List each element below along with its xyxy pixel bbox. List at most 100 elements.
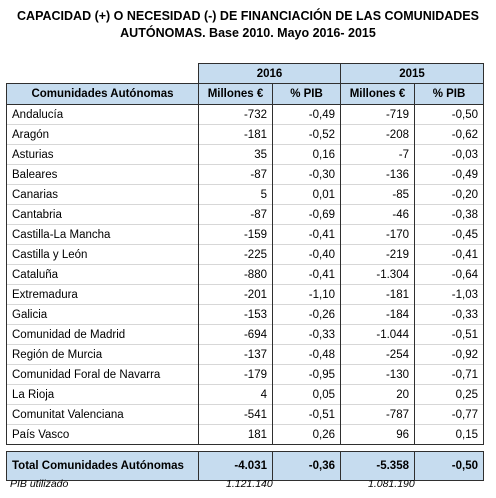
table-row: Comunidad Foral de Navarra -179 -0,95 -130-… [6,364,484,385]
millones-2015-header: Millones € [340,83,415,105]
table-row: La Rioja 4 0,05 20 0,25 [6,384,484,405]
table-row: Extremadura -201 -1,10 -181 -1,03 [6,284,484,305]
pib-2015-cell: -0,51 [414,324,484,345]
millones-2016-cell: 181 [198,424,273,445]
financing-table: 2016 2015 Comunidades Autónomas Millones… [6,63,484,481]
pib-2015-cell: -0,45 [414,224,484,245]
millones-2015-cell: -7 [340,144,415,165]
pib-2015-cell: -0,77 [414,404,484,425]
pib-2015-cell: 0,15 [414,424,484,445]
pib-2016-cell: 0,01 [272,184,341,205]
table-row: País Vasco 181 0,26 96 0,15 [6,424,484,445]
pib-footer-2015: 1.081.190 [368,478,415,490]
pib-2015-cell: -0,03 [414,144,484,165]
region-cell: Castilla-La Mancha [6,224,199,245]
region-cell: País Vasco [6,424,199,445]
total-pib-2016: -0,36 [272,451,341,481]
pib-2015-cell: -0,41 [414,244,484,265]
pib-2016-cell: -0,52 [272,124,341,145]
millones-2016-cell: -732 [198,104,273,125]
pib-2016-cell: -0,40 [272,244,341,265]
pib-2016-cell: -0,41 [272,264,341,285]
total-millones-2016: -4.031 [198,451,273,481]
pib-2016-cell: -0,95 [272,364,341,385]
total-pib-2015: -0,50 [414,451,484,481]
pib-2015-cell: -0,20 [414,184,484,205]
pib-2016-cell: 0,05 [272,384,341,405]
region-cell: Canarias [6,184,199,205]
region-cell: Región de Murcia [6,344,199,365]
pib-2016-cell: -0,51 [272,404,341,425]
table-row: Canarias 5 0,01 -85 -0,20 [6,184,484,205]
table-row: Andalucía -732 -0,49 -719 -0,50 [6,104,484,125]
pib-2016-cell: -0,49 [272,104,341,125]
pib-2015-cell: -0,50 [414,104,484,125]
table-row: Región de Murcia -137 -0,48 -254 -0,92 [6,344,484,365]
millones-2015-cell: -208 [340,124,415,145]
table-row: Castilla-La Mancha -159 -0,41 -170 -0,45 [6,224,484,245]
millones-2015-cell: 96 [340,424,415,445]
pib-2015-cell: 0,25 [414,384,484,405]
millones-2015-cell: -719 [340,104,415,125]
pib-2016-cell: -0,41 [272,224,341,245]
pib-2016-header: % PIB [272,83,341,105]
pib-2015-cell: -0,92 [414,344,484,365]
year-2016-header: 2016 [198,63,341,84]
millones-2016-cell: -201 [198,284,273,305]
region-cell: Asturias [6,144,199,165]
total-millones-2015: -5.358 [340,451,415,481]
pib-2015-cell: -0,33 [414,304,484,325]
millones-2016-cell: -880 [198,264,273,285]
table-row: Galicia -153 -0,26 -184 -0,33 [6,304,484,325]
region-cell: Galicia [6,304,199,325]
region-cell: Comunidad de Madrid [6,324,199,345]
pib-2016-cell: -0,33 [272,324,341,345]
pib-2015-cell: -0,64 [414,264,484,285]
millones-2015-cell: -46 [340,204,415,225]
millones-2015-cell: -184 [340,304,415,325]
region-cell: Castilla y León [6,244,199,265]
pib-2015-cell: -0,71 [414,364,484,385]
table-body: Andalucía -732 -0,49 -719 -0,50 Aragón -181 -0,… [6,104,484,445]
table-row: Cataluña -880 -0,41 -1.304 -0,64 [6,264,484,285]
millones-2016-cell: -137 [198,344,273,365]
millones-2015-cell: -170 [340,224,415,245]
millones-2015-cell: -136 [340,164,415,185]
pib-2015-header: % PIB [414,83,484,105]
title-line-2: AUTÓNOMAS. Base 2010. Mayo 2016- 2015 [120,26,376,40]
millones-2015-cell: -1.044 [340,324,415,345]
millones-2015-cell: -254 [340,344,415,365]
total-row: Total Comunidades Autónomas -4.031 -0,36… [6,451,484,481]
page-title: CAPACIDAD (+) O NECESIDAD (-) DE FINANCI… [0,8,496,42]
millones-2016-cell: 5 [198,184,273,205]
millones-2016-header: Millones € [198,83,273,105]
table-row: Aragón -181 -0,52 -208 -0,62 [6,124,484,145]
region-cell: La Rioja [6,384,199,405]
blank-header-cell [7,64,199,84]
table-row: Comunidad de Madrid -694 -0,33 -1.044 -0,51 [6,324,484,345]
pib-footer-label: PIB utilizado [10,478,69,490]
millones-2016-cell: -153 [198,304,273,325]
pib-2015-cell: -0,62 [414,124,484,145]
millones-2015-cell: -787 [340,404,415,425]
millones-2016-cell: -694 [198,324,273,345]
table-row: Castilla y León -225 -0,40 -219 -0,41 [6,244,484,265]
millones-2016-cell: -181 [198,124,273,145]
table-row: Cantabria -87 -0,69 -46 -0,38 [6,204,484,225]
pib-2016-cell: -1,10 [272,284,341,305]
millones-2016-cell: -225 [198,244,273,265]
region-cell: Comunitat Valenciana [6,404,199,425]
millones-2016-cell: -541 [198,404,273,425]
millones-2015-cell: -219 [340,244,415,265]
region-cell: Andalucía [6,104,199,125]
millones-2015-cell: -85 [340,184,415,205]
millones-2016-cell: 4 [198,384,273,405]
region-cell: Comunidad Foral de Navarra [6,364,199,385]
pib-2016-cell: -0,48 [272,344,341,365]
pib-2016-cell: -0,30 [272,164,341,185]
region-column-header: Comunidades Autónomas [6,83,199,105]
table-row: Asturias 35 0,16 -7 -0,03 [6,144,484,165]
pib-2015-cell: -0,38 [414,204,484,225]
table-row: Baleares -87 -0,30 -136 -0,49 [6,164,484,185]
